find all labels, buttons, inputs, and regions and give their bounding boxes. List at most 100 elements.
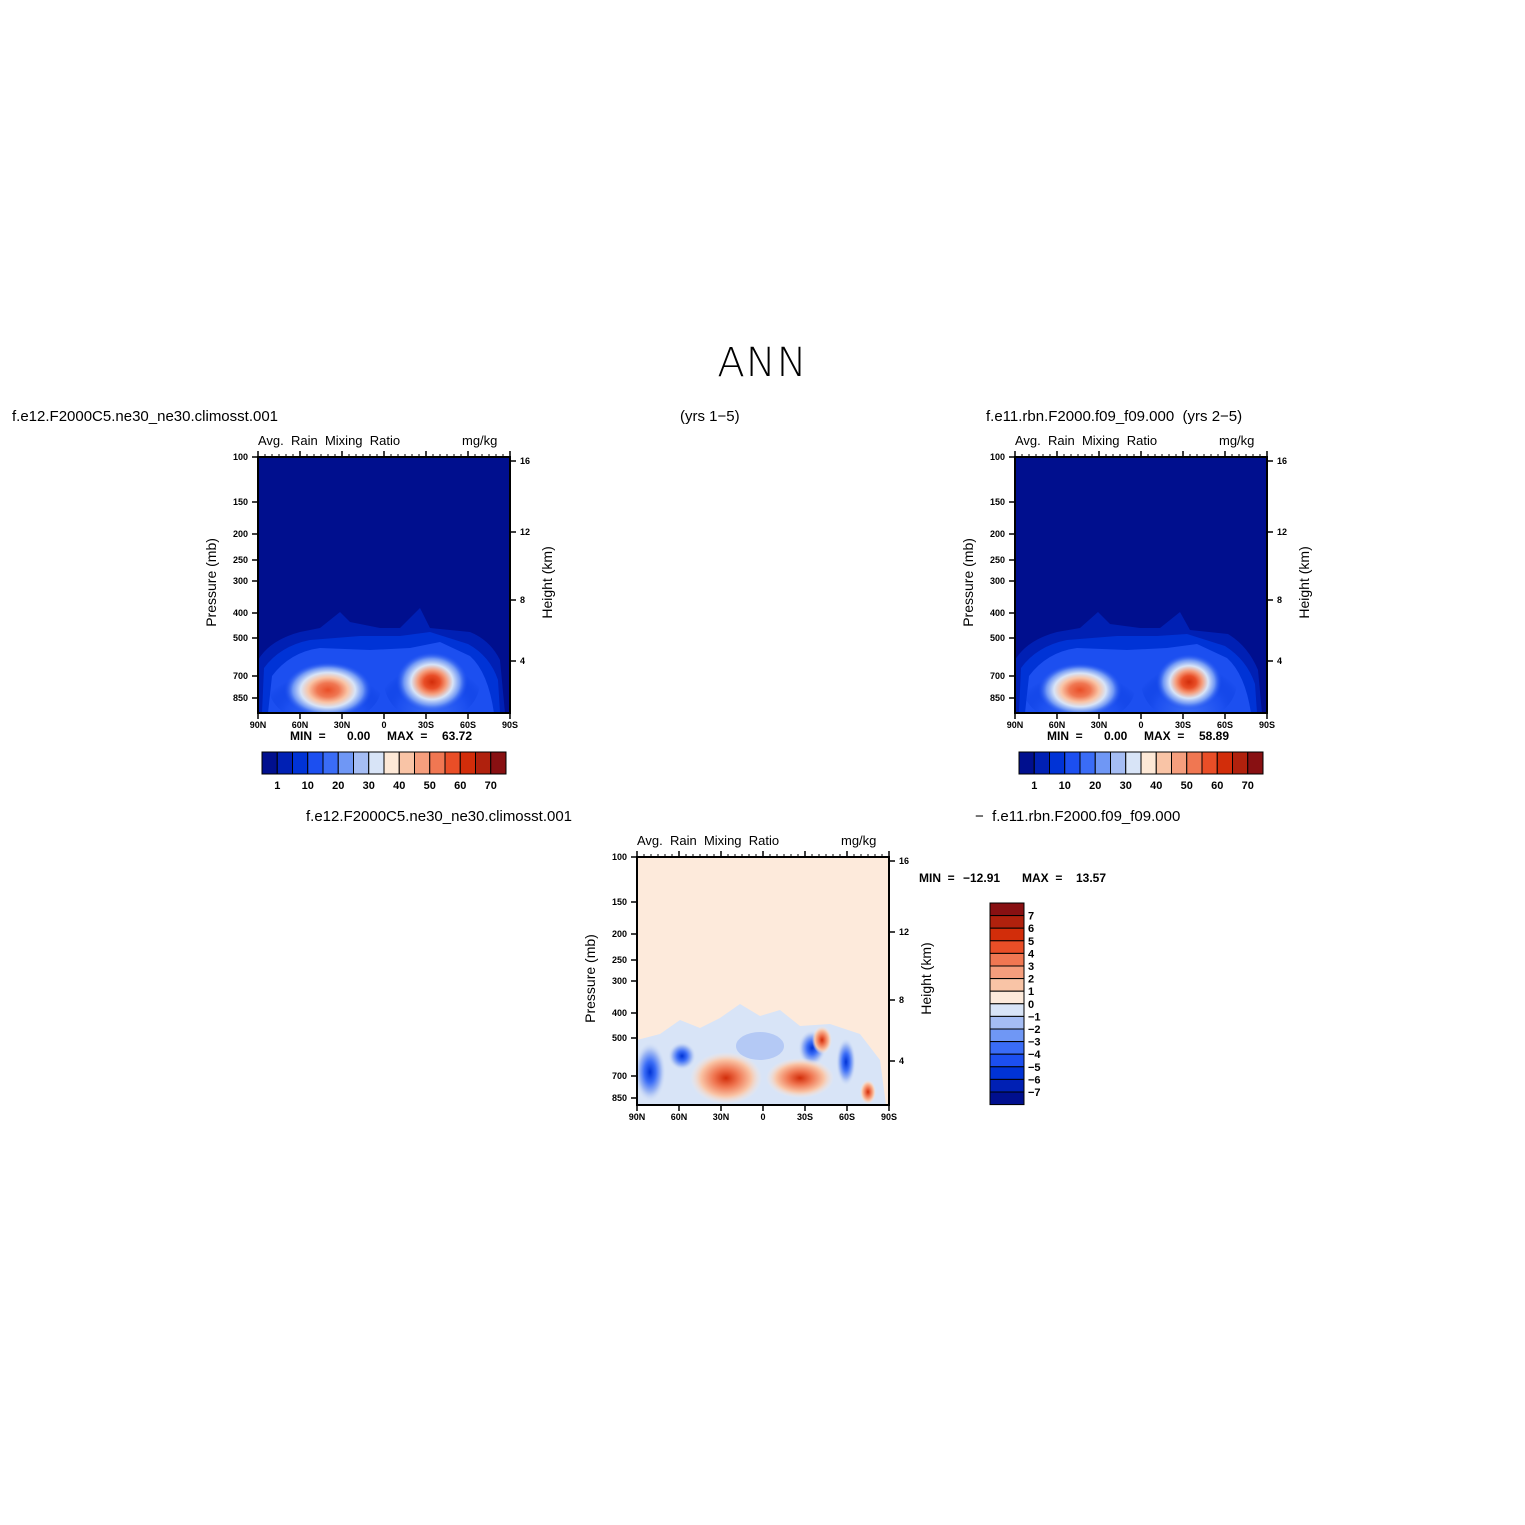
y2tick-label: 8	[1277, 595, 1282, 605]
xtick-label: 90N	[1007, 720, 1024, 730]
y2tick-label: 12	[899, 927, 909, 937]
xtick-label: 60N	[1049, 720, 1066, 730]
ytick-label: 150	[990, 497, 1005, 507]
colorbar-swatch	[307, 751, 324, 775]
panel2-colorbar: 1 10 20 30 40 50 60 70	[1018, 751, 1264, 792]
colorbar-swatch	[989, 1028, 1025, 1043]
ytick-label: 700	[990, 671, 1005, 681]
xtick-label: 0	[381, 720, 386, 730]
colorbar-label: −1	[1028, 1011, 1041, 1023]
colorbar-swatch	[989, 1091, 1025, 1106]
y2label: Height (km)	[918, 942, 934, 1014]
diff-case-left: f.e12.F2000C5.ne30_ne30.climosst.001	[306, 808, 573, 825]
colorbar-swatch	[276, 751, 293, 775]
xtick-label: 30N	[1091, 720, 1108, 730]
panel3-pos-nh	[690, 1052, 762, 1104]
case2-name: f.e11.rbn.F2000.f09_f09.000 (yrs 2−5)	[986, 408, 1243, 425]
panel2-axes: 90N 60N 30N 0 30S 60S 90S 100 150 200 250 300 400 500…	[960, 451, 1312, 730]
xtick-label: 60S	[839, 1112, 855, 1122]
panel3-max-value: 13.57	[1076, 871, 1107, 885]
y2tick-label: 8	[520, 595, 525, 605]
ytick-label: 250	[612, 955, 627, 965]
panel2-max-value: 58.89	[1199, 729, 1230, 743]
colorbar-label: 50	[424, 780, 436, 792]
colorbar-swatch	[383, 751, 400, 775]
colorbar-swatch	[1064, 751, 1081, 775]
y2tick-label: 12	[520, 527, 530, 537]
xtick-label: 0	[760, 1112, 765, 1122]
case1-years: (yrs 1−5)	[680, 408, 740, 425]
colorbar-swatch	[1110, 751, 1127, 775]
ytick-label: 150	[233, 497, 248, 507]
ytick-label: 200	[233, 529, 248, 539]
y2tick-label: 8	[899, 995, 904, 1005]
ytick-label: 250	[990, 555, 1005, 565]
panel3-min-value: −12.91	[963, 871, 1001, 885]
panel2-max-nh	[1038, 663, 1122, 713]
panel3-title: Avg. Rain Mixing Ratio	[637, 833, 780, 848]
ytick-label: 500	[233, 633, 248, 643]
y2tick-label: 16	[520, 456, 530, 466]
colorbar-label: 5	[1028, 936, 1034, 948]
ytick-label: 300	[990, 576, 1005, 586]
colorbar-swatch	[1094, 751, 1111, 775]
colorbar-swatch	[475, 751, 492, 775]
colorbar-swatch	[414, 751, 431, 775]
colorbar-label: 2	[1028, 974, 1034, 986]
xtick-label: 90S	[502, 720, 518, 730]
colorbar-swatch	[989, 902, 1025, 917]
panel2-title: Avg. Rain Mixing Ratio	[1015, 433, 1158, 448]
panel2-units: mg/kg	[1219, 433, 1255, 448]
ytick-label: 100	[233, 452, 248, 462]
colorbar-swatch	[989, 1003, 1025, 1017]
colorbar-swatch	[989, 1053, 1025, 1068]
xtick-label: 60N	[671, 1112, 688, 1122]
colorbar-swatch	[322, 751, 339, 775]
y2tick-label: 4	[1277, 656, 1282, 666]
colorbar-swatch	[1216, 751, 1233, 775]
colorbar-label: −5	[1028, 1062, 1041, 1074]
colorbar-swatch	[353, 751, 370, 775]
ytick-label: 850	[233, 693, 248, 703]
colorbar-label: −7	[1028, 1087, 1041, 1099]
panel1-min-label: MIN =	[290, 729, 326, 743]
panel2-min-value: 0.00	[1104, 729, 1128, 743]
ytick-label: 850	[612, 1093, 627, 1103]
ytick-label: 400	[612, 1008, 627, 1018]
panel3-pos-sh	[766, 1058, 834, 1098]
panel1-colorbar: 1 10 20 30 40 50 60 70	[261, 751, 507, 792]
colorbar-swatch	[989, 978, 1025, 992]
colorbar-swatch	[292, 751, 309, 775]
colorbar-label: 3	[1028, 961, 1034, 973]
xtick-label: 90N	[629, 1112, 646, 1122]
axes-layer: 90N 60N 30N 0 30S 60S 90S100150200250300400500…	[203, 451, 1312, 1122]
colorbar-swatch	[1186, 751, 1203, 775]
panel3-axes: 90N 60N 30N 0 30S 60S 90S 100 150 200 250 300 400 500…	[582, 851, 934, 1122]
panel1-max-label: MAX =	[387, 729, 428, 743]
xtick-label: 30S	[797, 1112, 813, 1122]
ytick-label: 400	[233, 608, 248, 618]
ytick-label: 200	[612, 929, 627, 939]
panel2-max-sh	[1156, 654, 1222, 710]
colorbars-layer: 1 10 20 30 40 50 60 70 1 10 20 30 40 50 60 7076543210−1…	[261, 751, 1264, 1106]
ytick-label: 850	[990, 693, 1005, 703]
xtick-label: 60S	[1217, 720, 1233, 730]
colorbar-label: 60	[454, 780, 466, 792]
y2tick-label: 16	[899, 856, 909, 866]
colorbar-swatch	[989, 940, 1025, 954]
colorbar-label: 30	[1120, 780, 1132, 792]
colorbar-swatch	[1018, 751, 1035, 775]
colorbar-label: 10	[1059, 780, 1071, 792]
y2tick-label: 16	[1277, 456, 1287, 466]
panel1-plot	[258, 457, 510, 713]
colorbar-swatch	[989, 952, 1025, 967]
colorbar-label: 20	[332, 780, 344, 792]
xtick-label: 30N	[713, 1112, 730, 1122]
ytick-label: 300	[612, 976, 627, 986]
colorbar-label: 1	[1028, 986, 1034, 998]
ytick-label: 500	[990, 633, 1005, 643]
panel1-title: Avg. Rain Mixing Ratio	[258, 433, 401, 448]
colorbar-label: −3	[1028, 1037, 1041, 1049]
panel2-plot	[1015, 457, 1267, 713]
panel2-min-label: MIN =	[1047, 729, 1083, 743]
